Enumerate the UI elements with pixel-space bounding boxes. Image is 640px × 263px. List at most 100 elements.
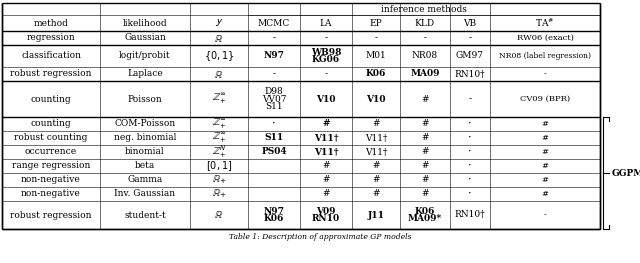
Text: method: method bbox=[33, 18, 68, 28]
Text: $\mathbb{R}$: $\mathbb{R}$ bbox=[214, 68, 223, 79]
Text: beta: beta bbox=[135, 161, 155, 170]
Text: likelihood: likelihood bbox=[123, 18, 167, 28]
Text: J11: J11 bbox=[367, 210, 385, 220]
Text: #: # bbox=[372, 175, 380, 185]
Text: #: # bbox=[323, 175, 330, 185]
Text: KLD: KLD bbox=[415, 18, 435, 28]
Text: -: - bbox=[273, 69, 275, 78]
Text: $\mathbb{Z}_{+}^{\infty}$: $\mathbb{Z}_{+}^{\infty}$ bbox=[211, 117, 227, 132]
Text: MCMC: MCMC bbox=[258, 18, 290, 28]
Text: $\mathbb{R}$: $\mathbb{R}$ bbox=[214, 33, 223, 43]
Text: #: # bbox=[323, 119, 330, 129]
Text: S11: S11 bbox=[265, 102, 283, 111]
Text: LA: LA bbox=[320, 18, 332, 28]
Text: -: - bbox=[468, 33, 472, 43]
Text: VB: VB bbox=[463, 18, 477, 28]
Text: -: - bbox=[543, 211, 547, 219]
Text: non-negative: non-negative bbox=[21, 190, 81, 199]
Text: #: # bbox=[421, 161, 429, 170]
Text: WB98: WB98 bbox=[311, 48, 341, 57]
Text: #: # bbox=[421, 94, 429, 104]
Text: range regression: range regression bbox=[12, 161, 90, 170]
Text: GM97: GM97 bbox=[456, 52, 484, 60]
Text: #: # bbox=[421, 148, 429, 156]
Text: K06: K06 bbox=[415, 207, 435, 216]
Text: binomial: binomial bbox=[125, 148, 165, 156]
Text: $\{0,1\}$: $\{0,1\}$ bbox=[204, 49, 234, 63]
Text: M01: M01 bbox=[365, 52, 387, 60]
Text: ·: · bbox=[468, 133, 472, 143]
Text: $\mathbb{Z}_{+}^{N}$: $\mathbb{Z}_{+}^{N}$ bbox=[212, 144, 227, 160]
Text: CV09 (BPR): CV09 (BPR) bbox=[520, 95, 570, 103]
Text: classification: classification bbox=[21, 52, 81, 60]
Text: $\mathbb{Z}_{+}^{\infty}$: $\mathbb{Z}_{+}^{\infty}$ bbox=[211, 130, 227, 145]
Text: ·: · bbox=[468, 119, 472, 129]
Text: RN10†: RN10† bbox=[455, 69, 485, 78]
Text: S11: S11 bbox=[264, 134, 284, 143]
Text: #: # bbox=[541, 176, 548, 184]
Text: counting: counting bbox=[31, 94, 71, 104]
Text: $[0,1]$: $[0,1]$ bbox=[206, 159, 232, 173]
Text: #: # bbox=[541, 162, 548, 170]
Text: counting: counting bbox=[31, 119, 71, 129]
Text: #: # bbox=[323, 190, 330, 199]
Text: neg. binomial: neg. binomial bbox=[114, 134, 176, 143]
Text: NR08 (label regression): NR08 (label regression) bbox=[499, 52, 591, 60]
Text: #: # bbox=[372, 190, 380, 199]
Text: inference methods: inference methods bbox=[381, 4, 467, 13]
Text: #: # bbox=[541, 148, 548, 156]
Text: D98: D98 bbox=[264, 87, 284, 96]
Text: N97: N97 bbox=[264, 52, 284, 60]
Text: ·: · bbox=[468, 161, 472, 171]
Text: V10: V10 bbox=[316, 94, 336, 104]
Text: EP: EP bbox=[370, 18, 382, 28]
Text: $\mathcal{y}$: $\mathcal{y}$ bbox=[215, 18, 223, 28]
Text: logit/probit: logit/probit bbox=[119, 52, 171, 60]
Text: ·: · bbox=[468, 189, 472, 199]
Text: RW06 (exact): RW06 (exact) bbox=[516, 34, 573, 42]
Text: #: # bbox=[421, 175, 429, 185]
Text: non-negative: non-negative bbox=[21, 175, 81, 185]
Text: #: # bbox=[372, 119, 380, 129]
Text: -: - bbox=[374, 33, 378, 43]
Text: Gamma: Gamma bbox=[127, 175, 163, 185]
Text: #: # bbox=[421, 119, 429, 129]
Text: VV07: VV07 bbox=[262, 94, 286, 104]
Text: N97: N97 bbox=[264, 207, 284, 216]
Text: -: - bbox=[468, 94, 472, 104]
Text: Laplace: Laplace bbox=[127, 69, 163, 78]
Text: Poisson: Poisson bbox=[127, 94, 163, 104]
Text: K06: K06 bbox=[366, 69, 386, 78]
Text: regression: regression bbox=[27, 33, 76, 43]
Text: #: # bbox=[541, 134, 548, 142]
Text: robust regression: robust regression bbox=[10, 69, 92, 78]
Text: ·: · bbox=[468, 147, 472, 157]
Text: robust counting: robust counting bbox=[14, 134, 88, 143]
Text: TA$^{\#}$: TA$^{\#}$ bbox=[535, 17, 555, 29]
Text: #: # bbox=[421, 190, 429, 199]
Text: RN10: RN10 bbox=[312, 214, 340, 223]
Text: occurrence: occurrence bbox=[25, 148, 77, 156]
Text: #: # bbox=[541, 190, 548, 198]
Text: NR08: NR08 bbox=[412, 52, 438, 60]
Text: V11†: V11† bbox=[365, 148, 387, 156]
Text: #: # bbox=[323, 161, 330, 170]
Text: student-t: student-t bbox=[124, 210, 166, 220]
Text: #: # bbox=[541, 120, 548, 128]
Text: -: - bbox=[324, 33, 328, 43]
Text: V10: V10 bbox=[366, 94, 386, 104]
Text: $\mathbb{Z}_{+}^{\infty}$: $\mathbb{Z}_{+}^{\infty}$ bbox=[211, 92, 227, 107]
Text: robust regression: robust regression bbox=[10, 210, 92, 220]
Text: COM-Poisson: COM-Poisson bbox=[115, 119, 175, 129]
Text: PS04: PS04 bbox=[261, 148, 287, 156]
Text: Inv. Gaussian: Inv. Gaussian bbox=[115, 190, 175, 199]
Text: #: # bbox=[372, 161, 380, 170]
Text: KG06: KG06 bbox=[312, 55, 340, 64]
Text: -: - bbox=[543, 70, 547, 78]
Text: V11†: V11† bbox=[314, 148, 339, 156]
Text: $\mathbb{R}_{+}$: $\mathbb{R}_{+}$ bbox=[212, 174, 226, 186]
Text: #: # bbox=[421, 134, 429, 143]
Text: GGPMs: GGPMs bbox=[612, 169, 640, 178]
Text: ·: · bbox=[272, 119, 276, 129]
Text: $\mathbb{R}_{+}$: $\mathbb{R}_{+}$ bbox=[212, 188, 226, 200]
